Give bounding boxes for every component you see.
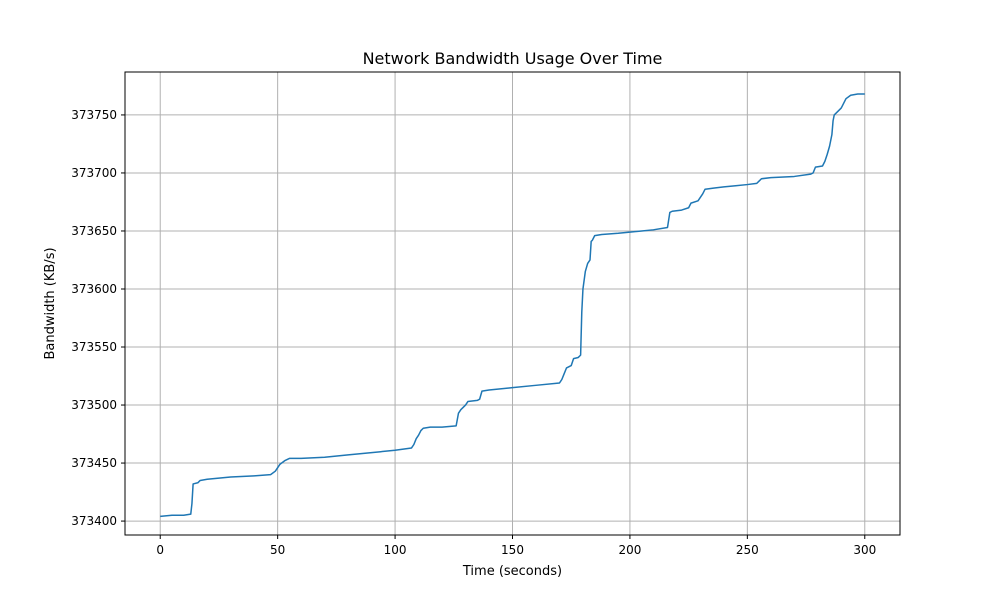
- y-axis-label: Bandwidth (KB/s): [43, 247, 58, 359]
- y-tick-label: 373750: [71, 108, 117, 122]
- chart-title: Network Bandwidth Usage Over Time: [363, 49, 663, 68]
- y-tick-label: 373550: [71, 340, 117, 354]
- x-tick-label: 200: [618, 543, 641, 557]
- y-tick-label: 373600: [71, 282, 117, 296]
- x-tick-label: 50: [270, 543, 285, 557]
- y-tick-label: 373650: [71, 224, 117, 238]
- bandwidth-series-line: [160, 93, 865, 518]
- x-tick-label: 300: [853, 543, 876, 557]
- x-tick-label: 150: [501, 543, 524, 557]
- y-axis-ticks: 373400 373450 373500 373550 373600 373650 3737…: [71, 108, 125, 528]
- x-tick-label: 0: [156, 543, 164, 557]
- grid-lines: [125, 72, 900, 535]
- x-axis-label: Time (seconds): [462, 564, 562, 579]
- x-tick-label: 100: [384, 543, 407, 557]
- x-tick-label: 250: [736, 543, 759, 557]
- y-tick-label: 373400: [71, 514, 117, 528]
- x-axis-ticks: 0 50 100 150 200 250 300: [156, 535, 876, 557]
- y-tick-label: 373450: [71, 456, 117, 470]
- y-tick-label: 373500: [71, 398, 117, 412]
- y-tick-label: 373700: [71, 166, 117, 180]
